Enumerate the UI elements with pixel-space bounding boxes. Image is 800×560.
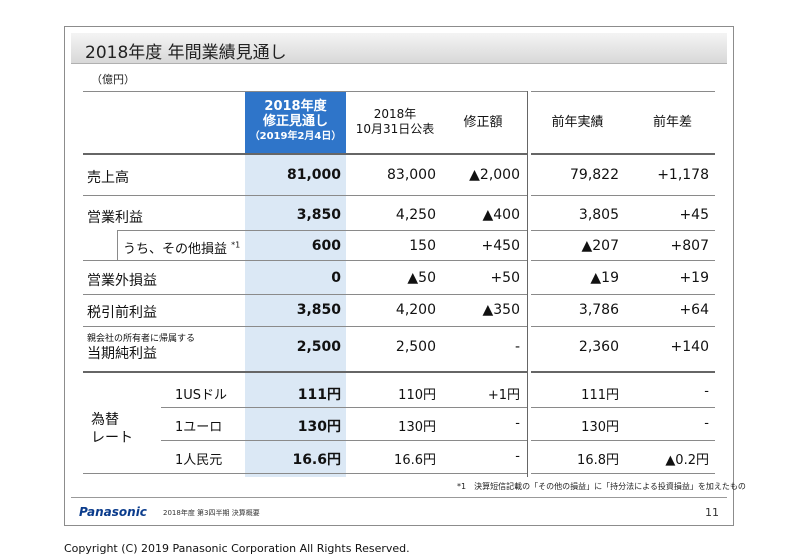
fx-revised: 16.6円 <box>292 452 341 468</box>
fx-prev: 130円 <box>398 420 436 435</box>
row-label: 売上高 <box>87 170 129 186</box>
fx-yoy: ▲0.2円 <box>665 453 709 468</box>
rule-row <box>83 326 527 327</box>
header-yoy: 前年差 <box>652 115 692 130</box>
slide: 2018年度 年間業績見通し （億円） 2018年度 修正見通し （2019年2… <box>64 26 746 526</box>
row-label-sub: うち、その他損益 *1 <box>123 240 241 257</box>
fx-revised: 111円 <box>297 387 341 403</box>
unit-label: （億円） <box>91 73 135 86</box>
fx-last-year: 16.8円 <box>577 453 619 468</box>
cell-yoy: +19 <box>679 270 709 286</box>
cell-revised: 600 <box>311 238 341 254</box>
rule-top-right <box>531 91 715 92</box>
cell-diff: +50 <box>490 270 520 286</box>
fx-diff: +1円 <box>487 388 520 403</box>
rule-row <box>531 326 715 327</box>
cell-diff: ▲2,000 <box>469 167 520 183</box>
row-label-small: 親会社の所有者に帰属する <box>87 334 196 344</box>
fx-currency: 1人民元 <box>175 453 223 468</box>
cell-prev: ▲50 <box>407 270 436 286</box>
fx-revised: 130円 <box>297 419 341 435</box>
row-label: 当期純利益 <box>87 346 157 362</box>
title-bar: 2018年度 年間業績見通し <box>71 33 727 64</box>
cell-yoy: +807 <box>670 238 709 254</box>
rule-header-left <box>83 153 527 155</box>
rule-row <box>531 230 715 231</box>
cell-last-year: 3,805 <box>578 207 619 223</box>
rule-row <box>531 260 715 261</box>
fx-label-2: レート <box>91 430 133 446</box>
cell-last-year: 3,786 <box>578 302 619 318</box>
fx-last-year: 111円 <box>581 388 619 403</box>
cell-revised: 0 <box>331 270 341 286</box>
indent-bar <box>117 230 118 260</box>
footer-subtitle: 2018年度 第3四半期 決算概要 <box>163 509 260 517</box>
rule-fx <box>531 407 715 408</box>
row-label: 営業外損益 <box>87 273 157 289</box>
row-label: 営業利益 <box>87 210 143 226</box>
cell-yoy: +45 <box>679 207 709 223</box>
cell-prev: 83,000 <box>387 167 436 183</box>
rule-row <box>83 260 527 261</box>
cell-diff: +450 <box>481 238 520 254</box>
cell-diff: ▲400 <box>482 207 521 223</box>
cell-prev: 150 <box>409 238 436 254</box>
cell-revised: 3,850 <box>296 207 341 223</box>
header-diff: 修正額 <box>463 115 503 130</box>
header-revised: 2018年度 修正見通し （2019年2月4日） <box>249 99 342 142</box>
fx-yoy: - <box>704 384 709 399</box>
rule-section <box>531 371 715 373</box>
cell-last-year: 2,360 <box>578 339 619 355</box>
fx-currency: 1USドル <box>175 388 228 403</box>
fx-currency: 1ユーロ <box>175 420 223 435</box>
row-label: 税引前利益 <box>87 305 157 321</box>
rule-row <box>117 230 527 231</box>
cell-yoy: +1,178 <box>657 167 709 183</box>
rule-fx <box>161 440 527 441</box>
fx-prev: 16.6円 <box>394 453 436 468</box>
footer-divider <box>71 497 727 498</box>
copyright: Copyright (C) 2019 Panasonic Corporation… <box>64 542 410 555</box>
cell-yoy: +140 <box>670 339 709 355</box>
rule-fx <box>531 440 715 441</box>
rule-bottom <box>531 473 715 474</box>
rule-fx <box>161 407 527 408</box>
cell-prev: 2,500 <box>395 339 436 355</box>
cell-diff: ▲350 <box>482 302 521 318</box>
cell-prev: 4,250 <box>395 207 436 223</box>
rule-row <box>83 294 527 295</box>
cell-revised: 2,500 <box>296 339 341 355</box>
rule-row <box>531 195 715 196</box>
slide-title: 2018年度 年間業績見通し <box>85 43 287 63</box>
header-last-year: 前年実績 <box>551 115 604 130</box>
cell-yoy: +64 <box>679 302 709 318</box>
divider-vertical <box>527 91 528 477</box>
fx-label-1: 為替 <box>91 412 119 428</box>
rule-row <box>531 294 715 295</box>
revised-header-bg <box>245 91 346 153</box>
cell-revised: 3,850 <box>296 302 341 318</box>
panasonic-logo: Panasonic <box>79 505 147 519</box>
revised-column-highlight <box>245 91 346 477</box>
cell-diff: - <box>514 339 520 355</box>
header-prev-forecast: 2018年 10月31日公表 <box>355 107 435 136</box>
fx-last-year: 130円 <box>581 420 619 435</box>
fx-diff: - <box>515 449 520 464</box>
cell-prev: 4,200 <box>395 302 436 318</box>
fx-diff: - <box>515 416 520 431</box>
fx-yoy: - <box>704 416 709 431</box>
rule-top-left <box>83 91 527 92</box>
cell-last-year: ▲207 <box>581 238 620 254</box>
cell-last-year: ▲19 <box>590 270 619 286</box>
rule-section <box>83 371 527 373</box>
rule-bottom <box>83 473 527 474</box>
fx-prev: 110円 <box>398 388 436 403</box>
rule-row <box>83 195 527 196</box>
page-number: 11 <box>705 506 719 519</box>
cell-last-year: 79,822 <box>570 167 619 183</box>
footnote: *1 決算短信記載の「その他の損益」に「持分法による投資損益」を加えたもの <box>457 482 746 491</box>
rule-header-right <box>531 153 715 155</box>
footnote-mark: *1 <box>231 240 241 250</box>
cell-revised: 81,000 <box>286 167 341 183</box>
